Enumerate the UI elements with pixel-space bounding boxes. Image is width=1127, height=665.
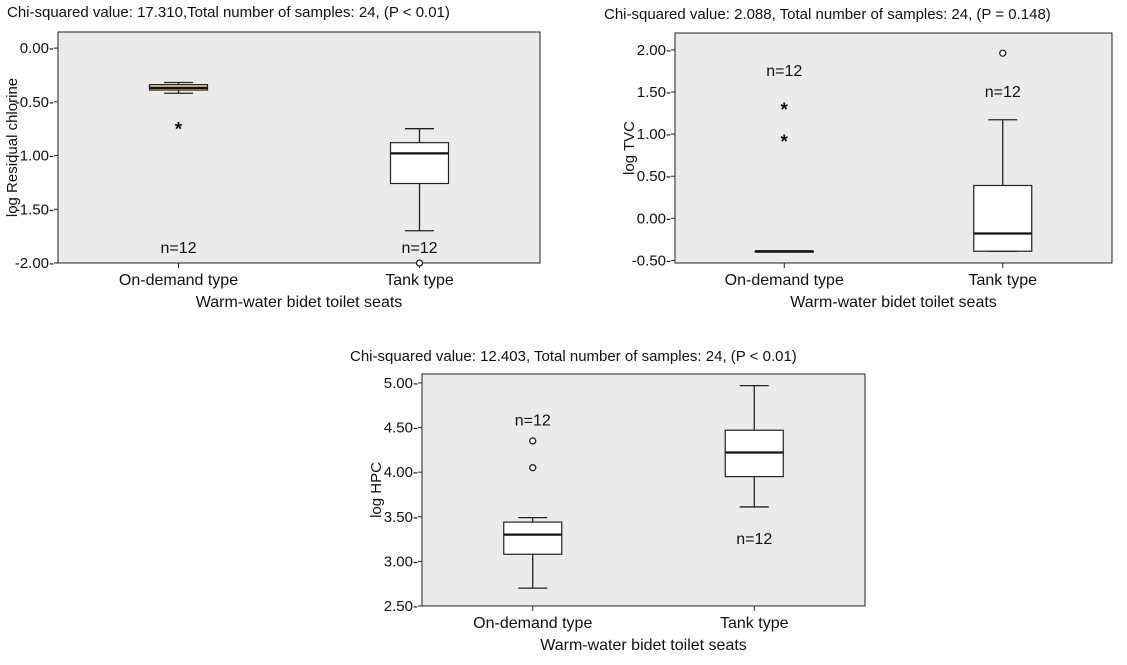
extreme-point: * xyxy=(175,120,183,141)
y-tick-label: -2.00- xyxy=(15,255,54,272)
y-tick-label: -0.50- xyxy=(15,94,54,111)
y-tick-label: 1.50- xyxy=(637,84,671,101)
outlier-point xyxy=(529,464,537,472)
n-label: n=12 xyxy=(736,531,772,548)
extreme-point: * xyxy=(781,100,789,121)
plot-area xyxy=(421,373,866,607)
plot-area xyxy=(674,32,1113,264)
chart-hpc: Chi-squared value: 12.403, Total number … xyxy=(330,342,890,665)
y-tick-label: -1.00- xyxy=(15,148,54,165)
outlier-point xyxy=(415,259,424,267)
n-label: n=12 xyxy=(515,412,551,429)
chart-plot: 5.00- 4.50- 4.00- 3.50- 3.00- 2.50- log HPC On-… xyxy=(368,373,866,654)
y-tick-label: 1.00- xyxy=(637,126,671,143)
y-tick-label: 0.00- xyxy=(20,40,54,57)
n-label: n=12 xyxy=(401,240,437,257)
x-tick-label: On-demand type xyxy=(725,272,844,289)
outlier-point xyxy=(529,437,537,445)
y-tick-label: 2.50- xyxy=(384,598,418,615)
y-tick-label: 0.50- xyxy=(637,168,671,185)
y-tick-label: 3.00- xyxy=(384,553,418,570)
y-tick-label: 0.00- xyxy=(637,210,671,227)
x-tick-label: Tank type xyxy=(720,615,789,632)
box xyxy=(973,184,1033,252)
y-tick-label: 4.00- xyxy=(384,464,418,481)
y-tick-label: 5.00- xyxy=(384,375,418,392)
x-axis-label: Warm-water bidet toilet seats xyxy=(196,294,403,311)
extreme-point: * xyxy=(781,132,789,153)
x-tick-label: On-demand type xyxy=(119,272,238,289)
chart-title: Chi-squared value: 12.403, Total number … xyxy=(350,348,797,365)
n-label: n=12 xyxy=(766,63,802,80)
x-axis-label: Warm-water bidet toilet seats xyxy=(790,294,997,311)
chart-title: Chi-squared value: 2.088, Total number o… xyxy=(604,6,1051,23)
x-tick-label: Tank type xyxy=(969,272,1038,289)
chart-tvc: Chi-squared value: 2.088, Total number o… xyxy=(565,0,1127,325)
y-tick-label: 2.00- xyxy=(637,42,671,59)
chart-plot: 0.00- -0.50- -1.00- -1.50- -2.00- log Residua… xyxy=(4,31,541,311)
box xyxy=(389,142,450,185)
y-axis-label: log HPC xyxy=(368,462,385,518)
y-tick-label: 4.50- xyxy=(384,420,418,437)
y-axis-label: log Residual chlorine xyxy=(4,78,21,217)
chart-residual-chlorine: Chi-squared value: 17.310,Total number o… xyxy=(0,0,560,325)
chart-plot: 2.00- 1.50- 1.00- 0.50- 0.00- -0.50- log TVC On… xyxy=(621,32,1113,311)
x-tick-label: Tank type xyxy=(385,272,454,289)
y-axis-label: log TVC xyxy=(621,121,638,175)
y-tick-label: -1.50- xyxy=(15,201,54,218)
n-label: n=12 xyxy=(160,240,196,257)
outlier-point xyxy=(999,49,1007,57)
y-tick-label: -0.50- xyxy=(632,252,671,269)
x-tick-label: On-demand type xyxy=(473,615,592,632)
y-tick-label: 3.50- xyxy=(384,509,418,526)
plot-area xyxy=(57,31,541,264)
chart-title: Chi-squared value: 17.310,Total number o… xyxy=(7,4,450,21)
box xyxy=(503,521,563,555)
n-label: n=12 xyxy=(985,84,1021,101)
x-axis-label: Warm-water bidet toilet seats xyxy=(540,637,747,654)
